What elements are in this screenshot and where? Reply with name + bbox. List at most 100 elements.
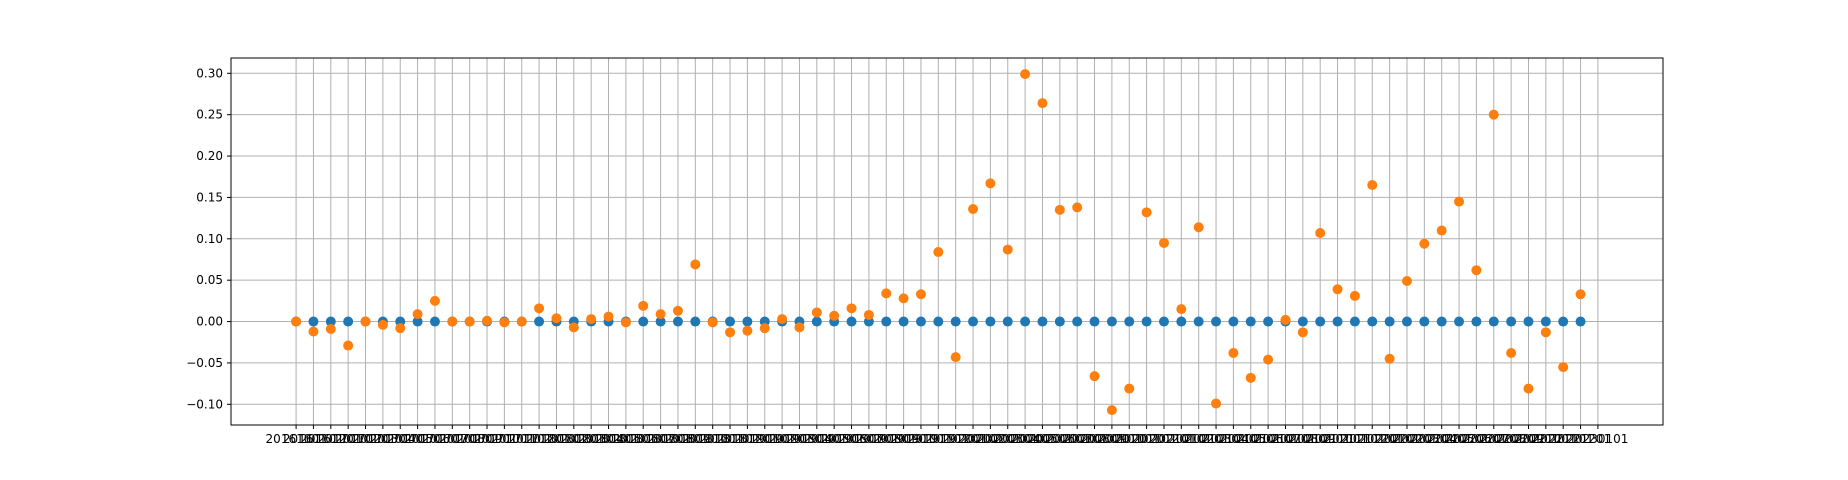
point (1558, 362, 1569, 373)
x-tick-label: 20210301 (1186, 432, 1247, 446)
point (655, 316, 666, 327)
point (1228, 316, 1239, 327)
x-tick-label: 20180901 (665, 432, 726, 446)
point (898, 293, 909, 304)
y-tick-label: −0.05 (186, 356, 223, 370)
point (1141, 207, 1152, 218)
point (707, 317, 718, 328)
point (308, 316, 319, 327)
point (1089, 316, 1100, 327)
point (638, 300, 649, 311)
point (603, 311, 614, 322)
point (1124, 316, 1135, 327)
x-tick-label: 20220601 (1446, 432, 1507, 446)
point (1506, 348, 1517, 359)
x-tick-label: 20170201 (335, 432, 396, 446)
point (1037, 316, 1048, 327)
x-tick-label: 20200301 (977, 432, 1038, 446)
x-tick-label: 20210601 (1238, 432, 1299, 446)
y-tick-label: 0.30 (196, 66, 223, 80)
point (1263, 354, 1274, 365)
point (1436, 316, 1447, 327)
point (447, 316, 458, 327)
x-tick-label: 20190601 (821, 432, 882, 446)
point (1540, 316, 1551, 327)
point (464, 316, 475, 327)
point (881, 316, 892, 327)
x-tick-label: 20170901 (456, 432, 517, 446)
x-tick-label: 20180801 (647, 432, 708, 446)
x-tick-label: 20221101 (1533, 432, 1594, 446)
point (1523, 383, 1534, 394)
x-tick-label: 20210801 (1272, 432, 1333, 446)
point (1523, 316, 1534, 327)
point (968, 204, 979, 215)
x-tick-label: 20190801 (856, 432, 917, 446)
y-tick-label: −0.10 (186, 397, 223, 411)
x-tick-label: 20191101 (908, 432, 969, 446)
x-tick-label: 20210201 (1168, 432, 1229, 446)
x-tick-label: 20190201 (752, 432, 813, 446)
point (1141, 316, 1152, 327)
point (1176, 304, 1187, 315)
y-tick-label: 0.00 (196, 315, 223, 329)
point (534, 316, 545, 327)
point (499, 317, 510, 328)
point (429, 295, 440, 306)
point (638, 316, 649, 327)
point (343, 316, 354, 327)
point (1263, 316, 1274, 327)
point (1193, 222, 1204, 233)
point (1106, 405, 1117, 416)
x-tick-label: 20220701 (1463, 432, 1524, 446)
x-tick-label: 20171101 (491, 432, 552, 446)
point (759, 323, 770, 334)
point (482, 315, 493, 326)
point (1436, 225, 1447, 236)
x-tick-label: 20190101 (734, 432, 795, 446)
point (1367, 316, 1378, 327)
point (950, 316, 961, 327)
point (1054, 204, 1065, 215)
x-tick-label: 20210401 (1203, 432, 1264, 446)
point (1349, 316, 1360, 327)
point (1245, 372, 1256, 383)
point (725, 316, 736, 327)
point (325, 324, 336, 335)
point (1488, 109, 1499, 120)
x-tick-label: 20170701 (422, 432, 483, 446)
y-tick-label: 0.25 (196, 108, 223, 122)
x-tick-label: 20170401 (370, 432, 431, 446)
y-tick-label: 0.10 (196, 232, 223, 246)
point (291, 316, 302, 327)
point (1072, 202, 1083, 213)
point (1575, 316, 1586, 327)
x-tick-label: 20200501 (1012, 432, 1073, 446)
point (1384, 353, 1395, 364)
point (811, 316, 822, 327)
point (1401, 316, 1412, 327)
point (1245, 316, 1256, 327)
point (1575, 289, 1586, 300)
point (1558, 316, 1569, 327)
x-tick-label: 20221001 (1515, 432, 1576, 446)
point (308, 326, 319, 337)
point (1054, 316, 1065, 327)
point (829, 310, 840, 321)
point (1384, 316, 1395, 327)
point (360, 316, 371, 327)
point (568, 322, 579, 333)
point (377, 319, 388, 330)
point (1471, 316, 1482, 327)
point (1106, 316, 1117, 327)
point (742, 325, 753, 336)
x-tick-label: 20200901 (1081, 432, 1142, 446)
x-tick-label: 20211101 (1324, 432, 1385, 446)
x-tick-label: 20180401 (578, 432, 639, 446)
point (343, 340, 354, 351)
x-tick-label: 20190901 (873, 432, 934, 446)
point (1488, 316, 1499, 327)
x-tick-label: 20161201 (300, 432, 361, 446)
x-tick-label: 20180301 (561, 432, 622, 446)
x-tick-label: 20210901 (1290, 432, 1351, 446)
